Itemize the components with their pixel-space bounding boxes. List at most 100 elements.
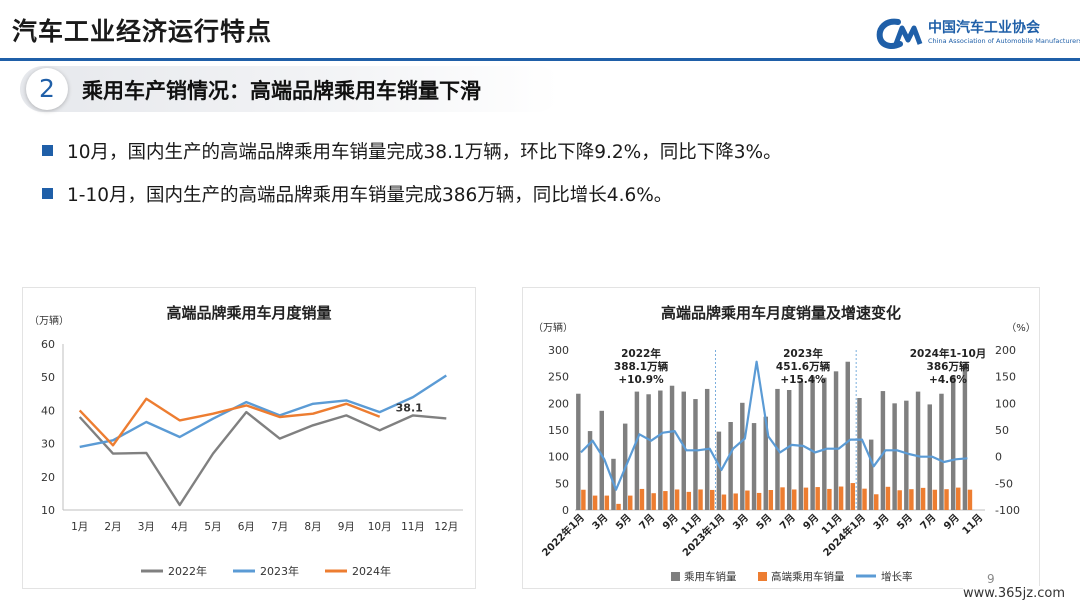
page-title: 汽车工业经济运行特点 bbox=[12, 17, 273, 46]
y2-tick-label: 100 bbox=[995, 397, 1016, 410]
x-tick-label: 5月 bbox=[613, 512, 633, 532]
annotation-text: 451.6万辆 bbox=[776, 360, 831, 373]
bar-premium-sales bbox=[686, 491, 692, 510]
bar-total-sales bbox=[868, 439, 874, 510]
bar-premium-sales bbox=[674, 489, 680, 510]
bar-premium-sales bbox=[756, 492, 762, 510]
y2-axis-label: （%） bbox=[1006, 322, 1036, 334]
sales-growth-combo-chart: 高端品牌乘用车月度销量及增速变化 （万辆） （%） 0 50 100 150 200 250 30… bbox=[522, 287, 1040, 589]
logo-icon bbox=[876, 18, 923, 49]
bar-total-sales bbox=[658, 390, 663, 510]
series-line-2024年 bbox=[78, 397, 381, 447]
section-title: 乘用车产销情况：高端品牌乘用车销量下滑 bbox=[82, 79, 481, 103]
y-tick-label: 60 bbox=[41, 338, 55, 351]
bar-total-sales bbox=[962, 363, 968, 510]
bar-total-sales bbox=[857, 398, 862, 510]
combo-chart-canvas: 高端品牌乘用车月度销量及增速变化 （万辆） （%） 0 50 100 150 200 250 30… bbox=[533, 304, 1036, 583]
bar-total-sales bbox=[716, 431, 722, 510]
y-tick-label: 50 bbox=[555, 477, 569, 490]
x-tick-label: 7月 bbox=[777, 512, 797, 532]
series-line-2022年 bbox=[78, 410, 447, 507]
y2-tick-label: 150 bbox=[995, 371, 1016, 384]
bar-premium-sales bbox=[885, 486, 891, 510]
y-tick-label: 250 bbox=[548, 371, 569, 384]
bar-premium-sales bbox=[651, 493, 656, 510]
bar-premium-sales bbox=[663, 491, 668, 510]
x-tick-label: 5月 bbox=[204, 521, 221, 533]
legend-label: 2023年 bbox=[260, 564, 299, 578]
bar-total-sales bbox=[939, 393, 944, 510]
bar-total-sales bbox=[786, 390, 792, 510]
bar-premium-sales bbox=[944, 489, 949, 510]
x-tick-label: 10月 bbox=[368, 521, 392, 533]
section-number: 2 bbox=[26, 68, 68, 110]
x-tick-label: 4月 bbox=[171, 521, 188, 533]
bullet-item: 10月，国内生产的高端品牌乘用车销量完成38.1万辆，环比下降9.2%，同比下降… bbox=[42, 138, 782, 164]
annotation-text: 2022年 bbox=[621, 347, 661, 360]
y-tick-label: 200 bbox=[548, 397, 569, 410]
bar-premium-sales bbox=[932, 489, 938, 510]
annotation-text: +15.4% bbox=[780, 374, 826, 386]
bar-premium-sales bbox=[792, 489, 797, 510]
legend-swatch bbox=[671, 572, 680, 581]
x-tick-label: 7月 bbox=[637, 512, 657, 532]
x-tick-label: 9月 bbox=[660, 512, 680, 532]
bar-premium-sales bbox=[967, 489, 973, 510]
data-label: 38.1 bbox=[396, 402, 423, 415]
bar-premium-sales bbox=[604, 495, 610, 510]
x-tick-label: 3月 bbox=[871, 512, 891, 532]
bar-total-sales bbox=[845, 361, 850, 510]
bar-premium-sales bbox=[780, 487, 785, 510]
bar-premium-sales bbox=[862, 488, 867, 510]
bar-premium-sales bbox=[581, 489, 586, 510]
x-tick-label: 12月 bbox=[434, 521, 458, 533]
y2-tick-label: 0 bbox=[995, 451, 1002, 464]
header-divider bbox=[0, 58, 1080, 61]
bar-premium-sales bbox=[745, 490, 750, 510]
x-tick-label: 7月 bbox=[271, 521, 288, 533]
bar-premium-sales bbox=[956, 487, 961, 510]
growth-rate-line bbox=[580, 360, 968, 491]
bullet-text: 10月，国内生产的高端品牌乘用车销量完成38.1万辆，环比下降9.2%，同比下降… bbox=[67, 142, 782, 163]
y-tick-label: 10 bbox=[41, 504, 55, 517]
bar-premium-sales bbox=[639, 488, 645, 510]
bar-premium-sales bbox=[592, 495, 598, 510]
legend-label: 2022年 bbox=[168, 564, 207, 578]
y-tick-label: 100 bbox=[548, 451, 569, 464]
bullet-item: 1-10月，国内生产的高端品牌乘用车销量完成386万辆，同比增长4.6%。 bbox=[42, 181, 672, 207]
bar-total-sales bbox=[892, 403, 897, 510]
bar-premium-sales bbox=[838, 486, 844, 510]
bar-premium-sales bbox=[710, 489, 715, 510]
y-axis-label: （万辆） bbox=[533, 321, 573, 334]
series-line-2023年 bbox=[79, 374, 447, 449]
bar-total-sales bbox=[634, 391, 640, 510]
x-tick-label: 2月 bbox=[104, 521, 121, 533]
annotation-text: 2023年 bbox=[783, 347, 823, 360]
bar-total-sales bbox=[587, 431, 593, 510]
header: 汽车工业经济运行特点 中国汽车工业协会 China Association of… bbox=[0, 0, 1080, 64]
x-tick-label: 11月 bbox=[960, 512, 985, 537]
logo: 中国汽车工业协会 China Association of Automobile… bbox=[876, 16, 1080, 52]
bar-premium-sales bbox=[698, 489, 703, 510]
chart-title: 高端品牌乘用车月度销量及增速变化 bbox=[661, 304, 901, 322]
bar-total-sales bbox=[822, 377, 827, 510]
bar-total-sales bbox=[904, 400, 909, 510]
y2-tick-label: -50 bbox=[995, 477, 1013, 490]
bar-premium-sales bbox=[920, 487, 926, 510]
bar-premium-sales bbox=[768, 490, 774, 510]
x-tick-label: 9月 bbox=[338, 521, 355, 533]
bullet-text: 1-10月，国内生产的高端品牌乘用车销量完成386万辆，同比增长4.6%。 bbox=[67, 185, 673, 206]
annotation-text: 388.1万辆 bbox=[614, 360, 669, 373]
x-tick-label: 9月 bbox=[801, 512, 821, 532]
line-chart-canvas: 高端品牌乘用车月度销量 （万辆） 10 20 30 40 50 60 1月 2月 3月 4月 5月 6月 7… bbox=[29, 304, 463, 578]
legend-label: 高端乘用车销量 bbox=[771, 570, 845, 583]
bar-premium-sales bbox=[827, 488, 832, 510]
y-tick-label: 30 bbox=[41, 438, 55, 451]
x-tick-label: 9月 bbox=[941, 512, 961, 532]
annotation-text: 386万辆 bbox=[927, 360, 970, 373]
legend-label: 增长率 bbox=[881, 570, 913, 583]
bar-premium-sales bbox=[628, 495, 633, 510]
legend-swatch bbox=[758, 572, 767, 581]
logo-english-name: China Association of Automobile Manufact… bbox=[928, 37, 1080, 45]
bar-total-sales bbox=[669, 385, 675, 510]
